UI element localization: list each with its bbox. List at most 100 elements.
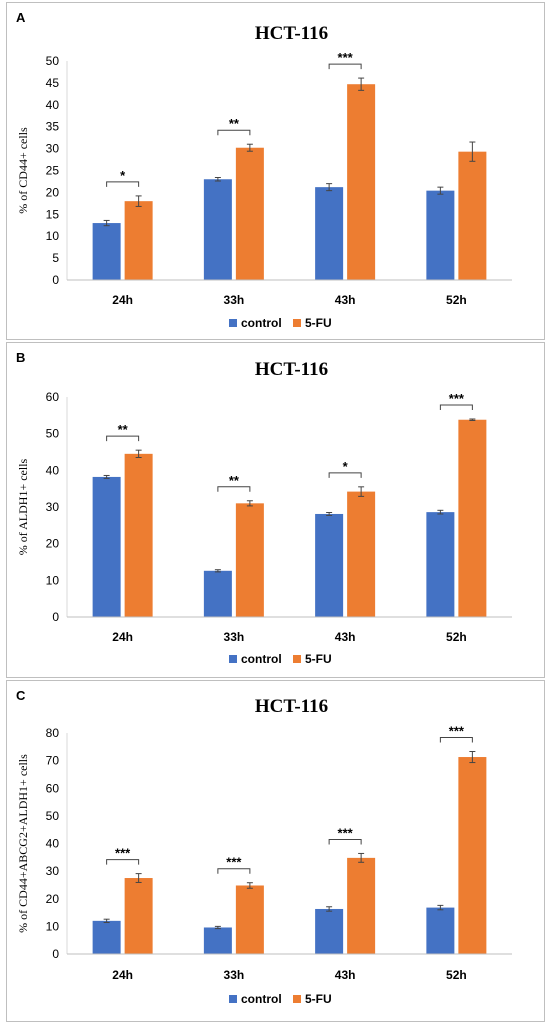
bar-control-24h bbox=[92, 920, 121, 954]
panel-letter: C bbox=[16, 688, 26, 703]
y-tick-label: 10 bbox=[46, 919, 60, 933]
significance-marker: ** bbox=[118, 422, 129, 437]
bar-5fu-24h bbox=[124, 878, 153, 954]
y-tick-label: 50 bbox=[46, 54, 60, 68]
bar-5fu-33h bbox=[235, 147, 264, 280]
y-tick-label: 15 bbox=[46, 207, 60, 221]
y-tick-label: 35 bbox=[46, 120, 60, 134]
x-category-label: 43h bbox=[335, 630, 356, 644]
significance-marker: *** bbox=[338, 825, 354, 840]
x-category-label: 43h bbox=[335, 968, 356, 982]
chart-panel-c: C HCT-116 0 10 20 30 40 50 60 70 80 % of CD44+ABCG2… bbox=[6, 680, 545, 1022]
y-tick-label: 40 bbox=[46, 463, 60, 477]
bar-control-24h bbox=[92, 223, 121, 280]
y-tick-label: 40 bbox=[46, 837, 60, 851]
significance-bracket bbox=[217, 868, 251, 874]
legend-swatch-control bbox=[229, 319, 237, 327]
significance-bracket bbox=[328, 63, 362, 70]
x-category-label: 43h bbox=[335, 293, 356, 307]
y-tick-label: 20 bbox=[46, 892, 60, 906]
significance-marker: ** bbox=[229, 116, 240, 131]
y-tick-label: 60 bbox=[46, 390, 60, 404]
y-tick-label: 30 bbox=[46, 142, 60, 156]
significance-bracket bbox=[328, 838, 362, 845]
chart-c-svg: C HCT-116 0 10 20 30 40 50 60 70 80 % of CD44+ABCG2… bbox=[16, 688, 512, 1006]
chart-a-svg: A HCT-116 0 5 10 15 20 25 30 35 40 45 50 % of CD44+ c… bbox=[16, 10, 512, 330]
bar-control-33h bbox=[203, 570, 232, 617]
y-tick-label: 80 bbox=[46, 726, 60, 740]
bar-control-33h bbox=[203, 179, 232, 280]
y-tick-label: 60 bbox=[46, 781, 60, 795]
y-tick-label: 20 bbox=[46, 185, 60, 199]
y-tick-label: 20 bbox=[46, 537, 60, 551]
legend-swatch-control bbox=[229, 995, 237, 1003]
legend-label: control bbox=[241, 652, 282, 666]
y-tick-label: 50 bbox=[46, 427, 60, 441]
bar-5fu-43h bbox=[347, 84, 376, 281]
bar-control-43h bbox=[315, 513, 344, 617]
significance-bracket bbox=[328, 472, 362, 478]
x-category-label: 52h bbox=[446, 968, 467, 982]
legend-label: 5-FU bbox=[305, 316, 332, 330]
x-category-label: 33h bbox=[224, 968, 245, 982]
bar-control-33h bbox=[203, 927, 232, 954]
bar-5fu-33h bbox=[235, 503, 264, 617]
y-tick-label: 5 bbox=[52, 251, 59, 265]
significance-marker: *** bbox=[449, 724, 465, 739]
x-category-label: 24h bbox=[112, 630, 133, 644]
bar-control-43h bbox=[315, 187, 344, 280]
bar-control-52h bbox=[426, 190, 455, 280]
x-category-label: 33h bbox=[224, 630, 245, 644]
chart-title: HCT-116 bbox=[255, 696, 328, 717]
y-tick-label: 70 bbox=[46, 754, 60, 768]
y-axis-label: % of CD44+ABCG2+ALDH1+ cells bbox=[16, 754, 30, 933]
significance-bracket bbox=[106, 181, 140, 187]
y-axis-label: % of ALDH1+ cells bbox=[16, 458, 30, 555]
significance-marker: *** bbox=[115, 846, 131, 861]
y-axis-label: % of CD44+ cells bbox=[16, 127, 30, 214]
y-tick-label: 0 bbox=[52, 273, 59, 287]
bar-5fu-43h bbox=[347, 491, 376, 617]
x-category-label: 24h bbox=[112, 968, 133, 982]
y-tick-label: 30 bbox=[46, 864, 60, 878]
x-category-label: 24h bbox=[112, 293, 133, 307]
y-tick-label: 30 bbox=[46, 500, 60, 514]
x-category-label: 52h bbox=[446, 630, 467, 644]
y-tick-label: 0 bbox=[52, 947, 59, 961]
chart-panel-b: B HCT-116 0 10 20 30 40 50 60 % of ALDH1+ cells 24… bbox=[6, 342, 545, 678]
x-category-label: 52h bbox=[446, 293, 467, 307]
legend-label: control bbox=[241, 316, 282, 330]
panel-letter: B bbox=[16, 350, 25, 365]
bar-control-43h bbox=[315, 908, 344, 954]
bar-control-52h bbox=[426, 907, 455, 954]
y-tick-label: 10 bbox=[46, 573, 60, 587]
panel-letter: A bbox=[16, 10, 26, 25]
y-tick-label: 40 bbox=[46, 98, 60, 112]
chart-panel-a: A HCT-116 0 5 10 15 20 25 30 35 40 45 50 % of CD44+ c… bbox=[6, 2, 545, 340]
chart-title: HCT-116 bbox=[255, 359, 328, 380]
legend-label: 5-FU bbox=[305, 652, 332, 666]
chart-b-svg: B HCT-116 0 10 20 30 40 50 60 % of ALDH1+ cells 24… bbox=[16, 350, 512, 666]
y-tick-label: 10 bbox=[46, 229, 60, 243]
y-tick-label: 25 bbox=[46, 164, 60, 178]
bar-control-24h bbox=[92, 476, 121, 617]
significance-marker: * bbox=[120, 168, 126, 183]
chart-title: HCT-116 bbox=[255, 23, 328, 44]
bar-5fu-43h bbox=[347, 857, 376, 954]
significance-marker: *** bbox=[449, 391, 465, 406]
bar-5fu-24h bbox=[124, 201, 153, 280]
bar-5fu-52h bbox=[458, 757, 487, 954]
y-tick-label: 50 bbox=[46, 809, 60, 823]
legend-swatch-5fu bbox=[293, 655, 301, 663]
significance-bracket bbox=[217, 486, 251, 492]
x-category-label: 33h bbox=[224, 293, 245, 307]
y-tick-label: 45 bbox=[46, 76, 60, 90]
significance-bracket bbox=[439, 737, 473, 743]
significance-bracket bbox=[217, 129, 251, 136]
legend-label: control bbox=[241, 992, 282, 1006]
bar-5fu-24h bbox=[124, 453, 153, 617]
legend-swatch-5fu bbox=[293, 995, 301, 1003]
bar-5fu-33h bbox=[235, 885, 264, 954]
significance-marker: *** bbox=[338, 50, 354, 65]
legend-swatch-control bbox=[229, 655, 237, 663]
